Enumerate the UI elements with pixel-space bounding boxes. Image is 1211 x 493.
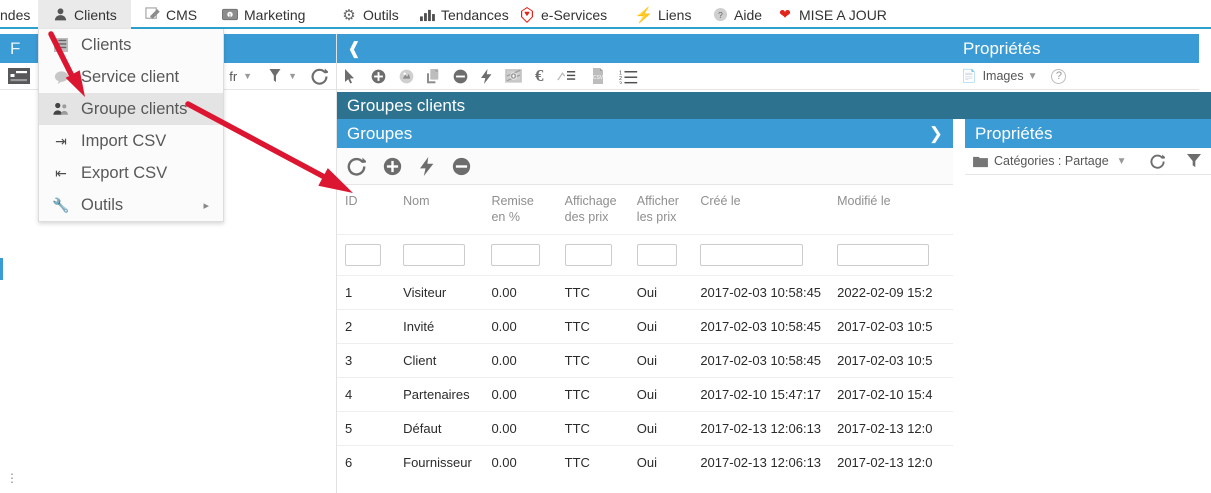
svg-text:3: 3 — [619, 81, 622, 83]
svg-text:?: ? — [718, 10, 723, 20]
svg-text:1: 1 — [229, 13, 232, 19]
svg-text:CSV: CSV — [592, 75, 603, 81]
